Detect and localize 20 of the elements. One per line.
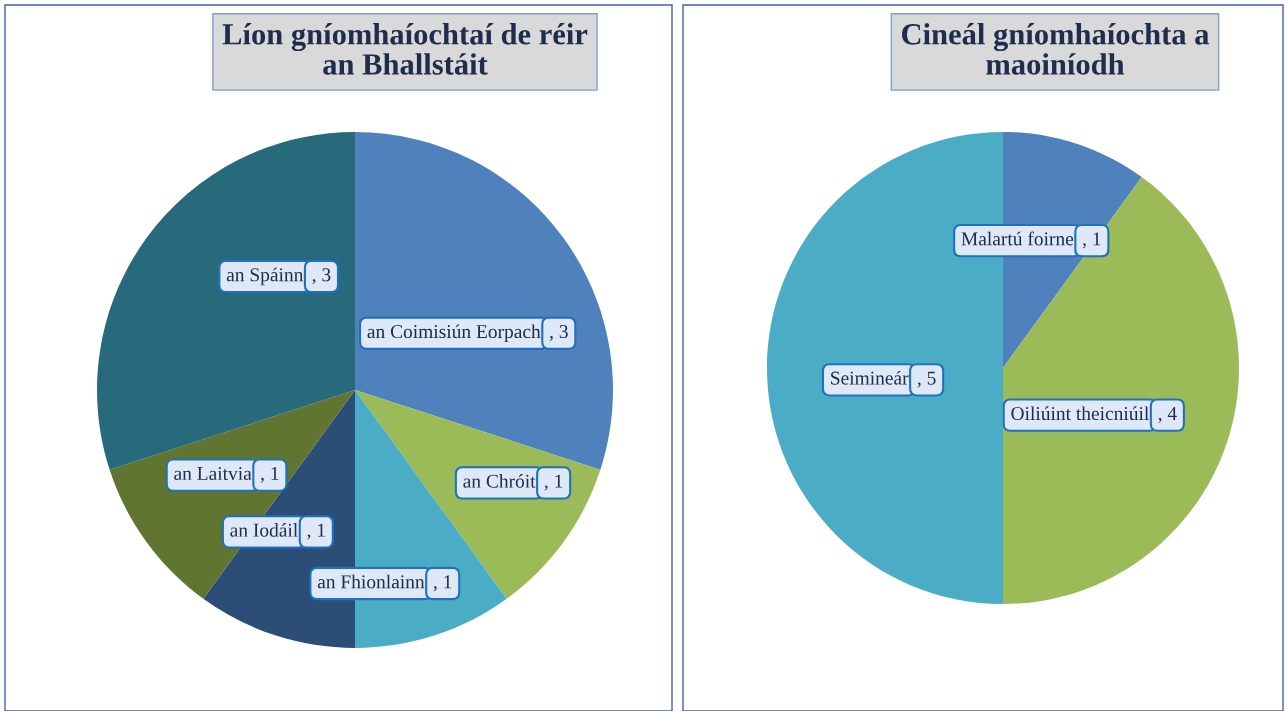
- chart-title: Líon gníomhaíochtaí de réir an Bhallstáit: [222, 23, 588, 75]
- data-label: , 3: [312, 268, 331, 285]
- data-label: , 5: [917, 371, 936, 388]
- data-label: , 4: [1158, 407, 1177, 423]
- chart-title: Cineál gníomhaíochta a maoiníodh: [902, 23, 1210, 75]
- data-label: , 1: [1082, 232, 1101, 249]
- data-label: , 1: [307, 523, 325, 540]
- slice-label: Malartú foirne: [961, 231, 1074, 246]
- data-label: , 3: [549, 325, 568, 341]
- slice-label: Seimineár: [831, 370, 909, 385]
- slice-label: an Chróit: [463, 474, 536, 488]
- slice-label: an Spáinn: [226, 267, 304, 286]
- data-label: , 1: [544, 474, 563, 491]
- data-label: , 1: [260, 466, 279, 483]
- slice-label: an Laitvia: [174, 466, 252, 481]
- slice-label: an Iodáil: [230, 523, 298, 537]
- data-label: , 1: [433, 575, 452, 592]
- slice-label: Oiliúint theicniúil: [1011, 406, 1149, 421]
- slice-label: an Fhionlainn: [317, 574, 425, 589]
- slice-label: an Coimisiún Eorpach: [367, 324, 541, 343]
